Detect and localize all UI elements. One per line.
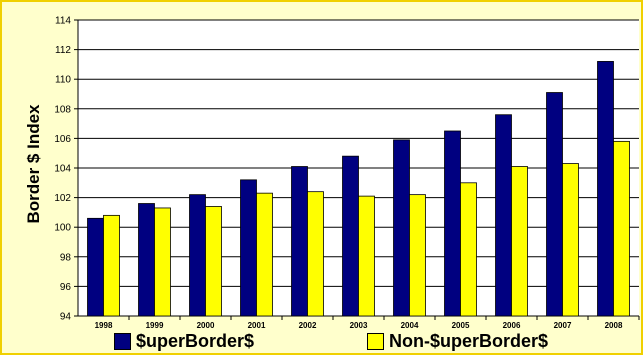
y-tick-label: 94 [60,312,72,323]
bar-non-superborder-2004 [409,194,426,317]
x-tick-label: 2003 [350,321,368,330]
legend-swatch-non-superborder [367,332,384,350]
y-tick-label: 100 [54,223,71,234]
y-tick-label: 108 [54,104,71,115]
bar-superborder-2001 [240,179,257,317]
bar-non-superborder-2003 [358,195,375,317]
x-tick-label: 2002 [299,321,317,330]
bar-non-superborder-2000 [205,206,222,317]
x-tick-label: 1998 [95,321,113,330]
x-tick-label: 2008 [605,321,623,330]
bar-superborder-2005 [444,130,461,317]
bar-superborder-1998 [87,217,104,317]
legend-label-superborder: $uperBorder$ [136,330,255,351]
x-tick-label: 2001 [248,321,266,330]
bar-superborder-2004 [393,139,410,317]
bar-non-superborder-2005 [460,182,477,317]
bar-non-superborder-2002 [307,191,324,317]
bar-non-superborder-1999 [154,207,171,317]
legend-item-superborder: $uperBorder$ [114,329,254,353]
bar-non-superborder-2008 [613,140,630,317]
legend-label-non-superborder: Non-$uperBorder$ [389,330,549,351]
y-tick-label: 102 [54,193,71,204]
y-tick-label: 114 [55,16,71,27]
y-tick-label: 104 [54,164,71,175]
legend-swatch-superborder [114,332,131,350]
legend-item-non-superborder: Non-$uperBorder$ [367,329,548,353]
bar-non-superborder-2001 [256,192,273,317]
y-tick-label: 110 [55,75,71,86]
x-tick-label: 2007 [554,321,572,330]
bar-non-superborder-1998 [103,214,120,317]
y-tick-label: 106 [54,134,71,145]
bar-superborder-2000 [189,194,206,317]
y-axis-label: Border $ Index [24,104,43,224]
bar-superborder-1999 [138,203,155,317]
x-tick-label: 2006 [503,321,521,330]
bar-non-superborder-2007 [562,163,579,317]
y-tick-label: 112 [55,45,71,56]
bar-superborder-2007 [546,92,563,317]
bar-superborder-2003 [342,155,359,317]
bar-superborder-2006 [495,114,512,317]
x-tick-label: 2000 [197,321,215,330]
y-tick-label: 98 [60,252,72,263]
x-tick-label: 2004 [401,321,419,330]
x-tick-label: 2005 [452,321,470,330]
x-tick-label: 1999 [146,321,164,330]
bar-superborder-2002 [291,166,308,317]
bar-non-superborder-2006 [511,166,528,317]
y-tick-label: 96 [60,282,72,293]
bar-superborder-2008 [597,61,614,317]
